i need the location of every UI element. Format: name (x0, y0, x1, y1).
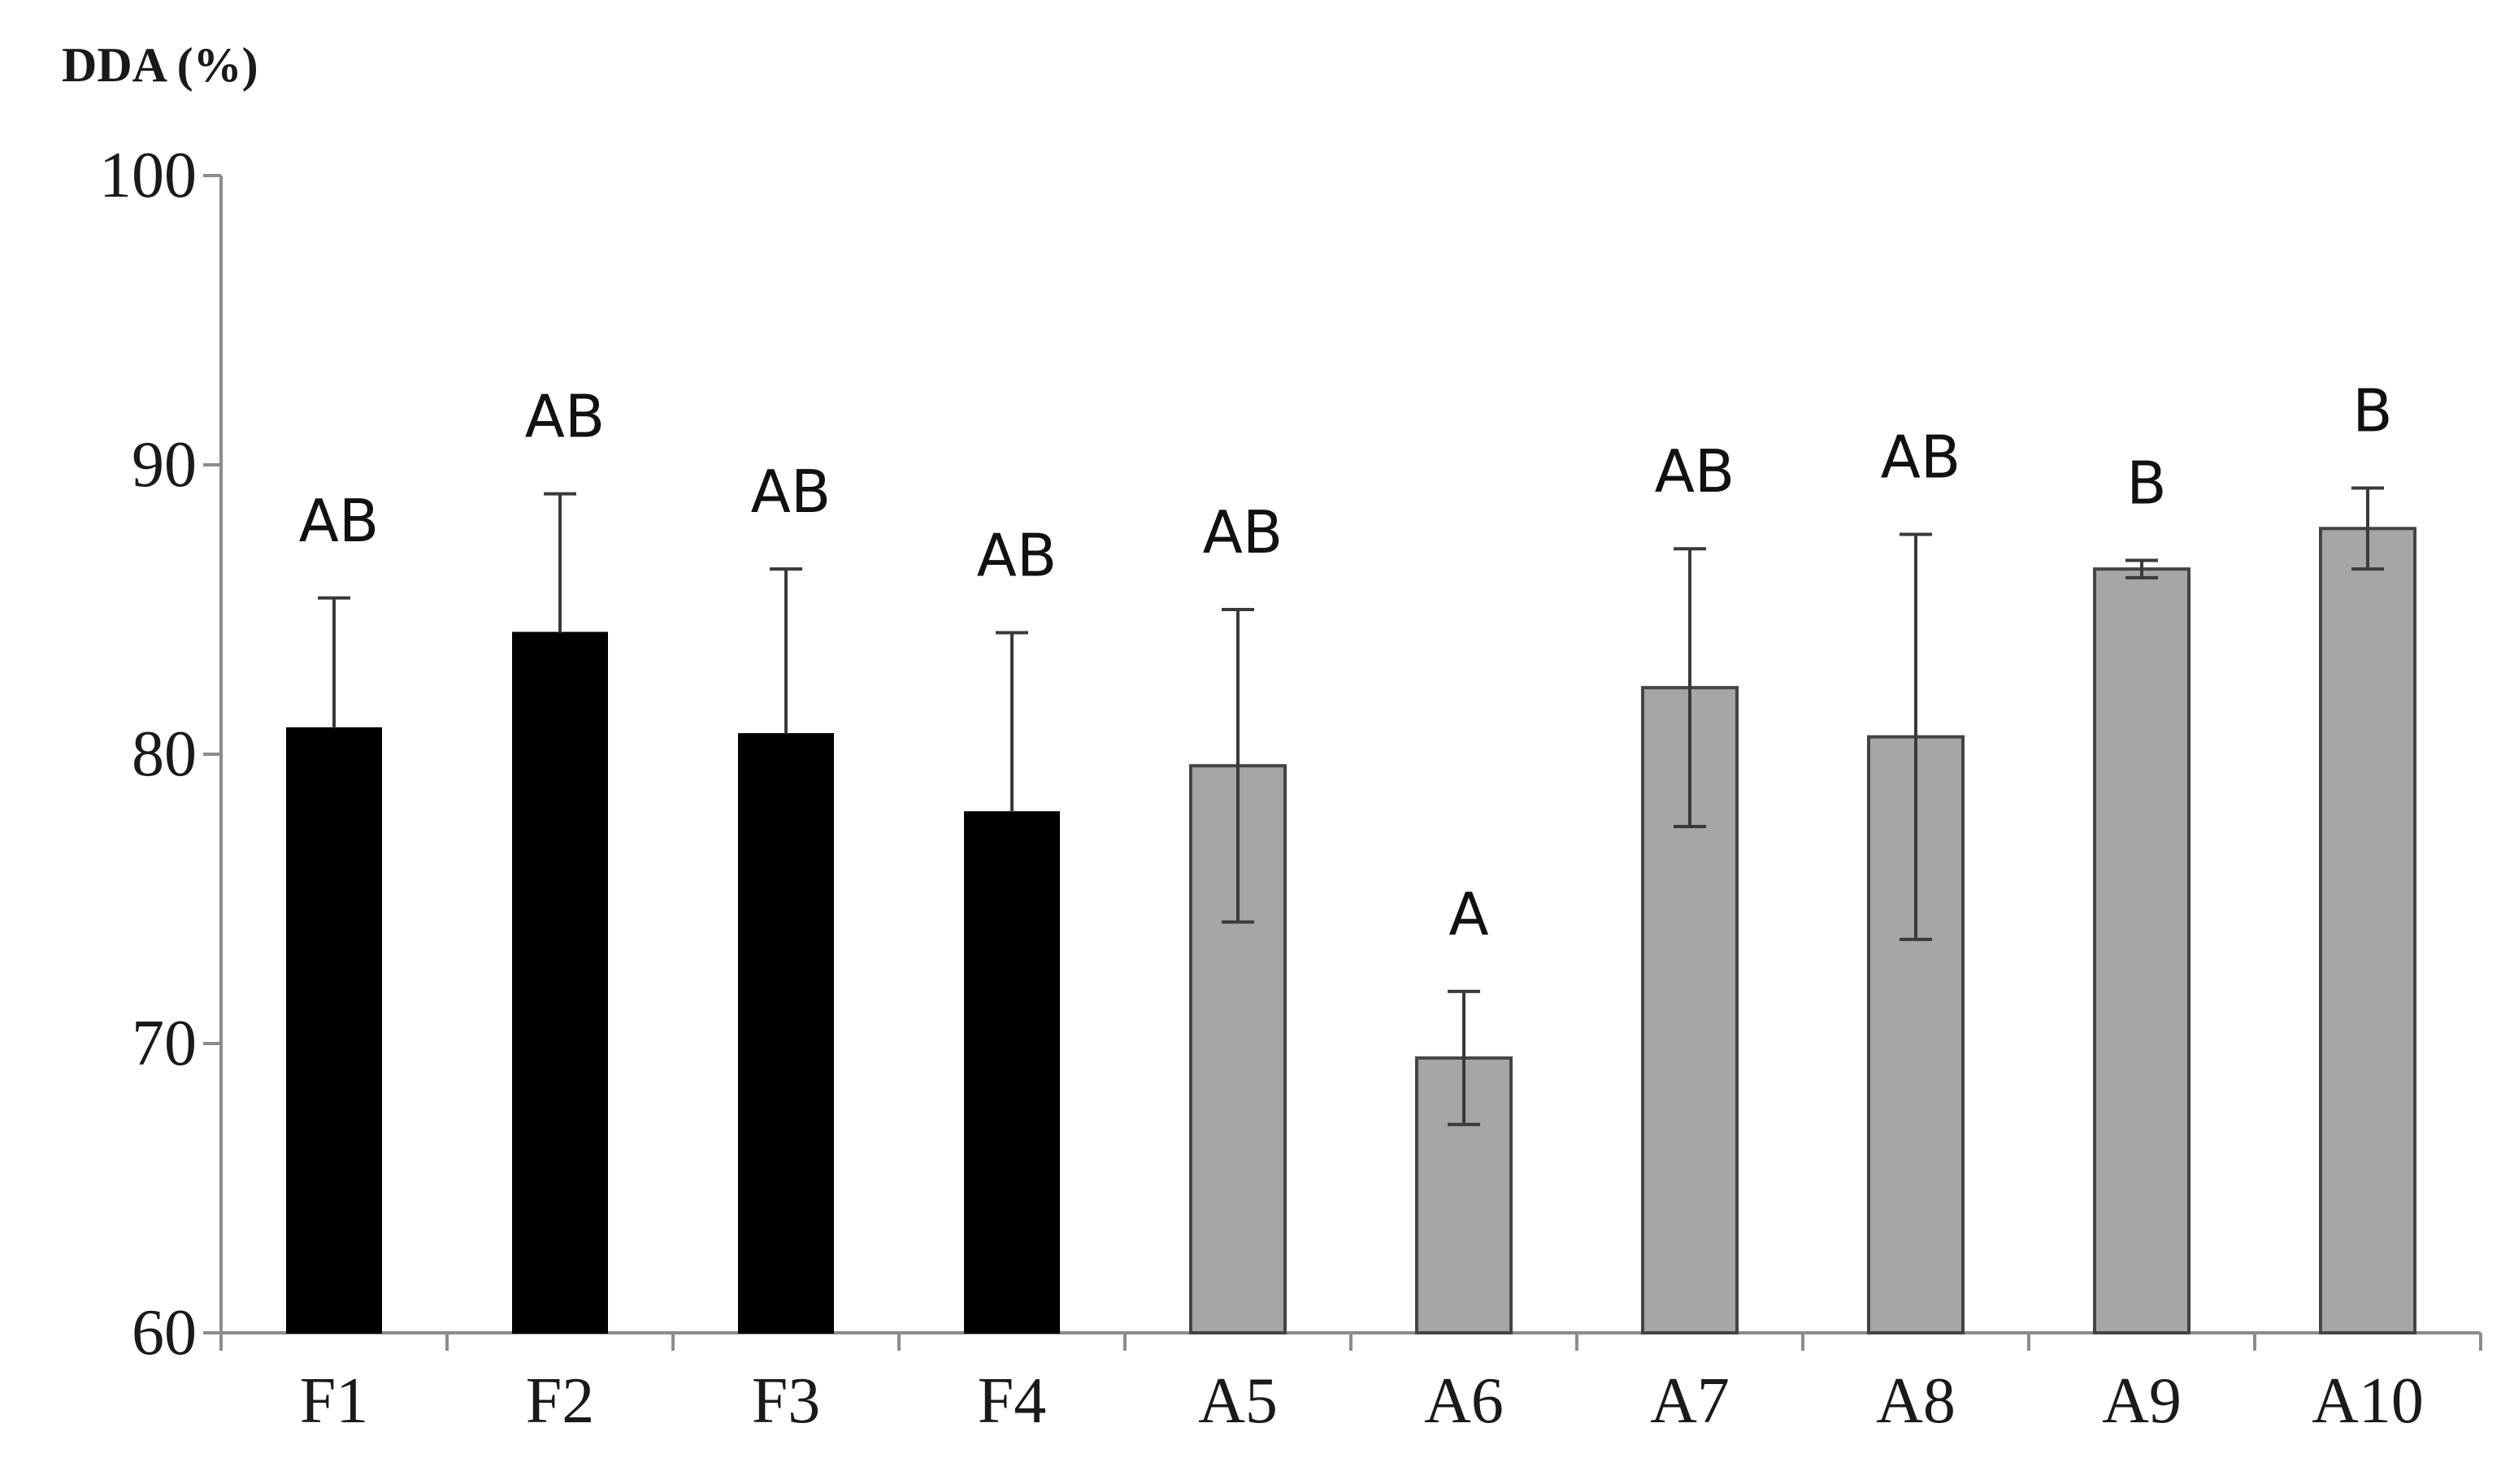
x-tick-label-A9: A9 (2102, 1365, 2182, 1437)
y-tick-label-80: 80 (132, 718, 197, 790)
significance-labels: AB AB AB AB AB A AB AB B B (299, 376, 2393, 948)
bar-A10 (2319, 527, 2416, 1334)
bar-F2 (512, 631, 608, 1334)
x-tick-label-F3: F3 (752, 1365, 821, 1437)
x-tick-label-A8: A8 (1876, 1365, 1956, 1437)
y-axis-ticks: 60 70 80 90 100 (99, 140, 221, 1369)
x-tick-label-F1: F1 (300, 1365, 369, 1437)
significance-label-A9: B (2126, 449, 2166, 517)
x-axis-category-labels: F1 F2 F3 F4 A5 A6 A7 A8 A9 A10 (300, 1365, 2424, 1437)
bar-F4 (964, 811, 1060, 1334)
significance-label-A10: B (2352, 376, 2392, 445)
y-axis-title: DDA (%) (62, 38, 258, 92)
x-tick-label-A7: A7 (1650, 1365, 1730, 1437)
bar-F3 (738, 733, 834, 1334)
x-tick-label-A6: A6 (1424, 1365, 1504, 1437)
significance-label-A5: AB (1203, 498, 1283, 566)
x-tick-label-A10: A10 (2312, 1365, 2424, 1437)
bar-F1 (286, 727, 382, 1334)
significance-label-A7: AB (1655, 437, 1735, 506)
y-tick-label-60: 60 (132, 1297, 197, 1369)
significance-label-F1: AB (299, 487, 380, 555)
y-tick-label-100: 100 (99, 140, 197, 211)
x-tick-label-A5: A5 (1198, 1365, 1278, 1437)
significance-label-F2: AB (525, 383, 606, 451)
significance-label-F4: AB (977, 521, 1057, 589)
error-bars (318, 486, 2384, 1126)
significance-label-A8: AB (1881, 423, 1961, 491)
significance-label-A6: A (1448, 880, 1488, 948)
x-tick-label-F4: F4 (978, 1365, 1047, 1437)
bars (286, 527, 2416, 1335)
y-tick-label-70: 70 (132, 1008, 197, 1079)
y-tick-label-90: 90 (132, 429, 197, 501)
x-tick-label-F2: F2 (526, 1365, 595, 1437)
significance-label-F3: AB (751, 458, 831, 526)
bar-A9 (2093, 567, 2191, 1334)
